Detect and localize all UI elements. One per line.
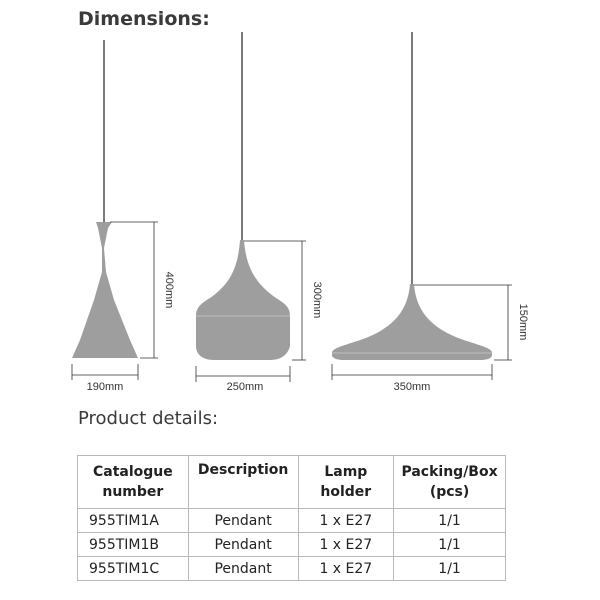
lamp-1-drawing: 400mm 190mm [71,40,175,393]
lamp-3-width-label: 350mm [394,381,431,393]
column-header-line: Lamp [324,464,368,480]
catalogue-cell: 955TIM1C [77,556,189,581]
packing-cell: 1/1 [393,532,506,557]
dimensions-heading: Dimensions: [78,8,210,30]
column-header-line: holder [320,484,372,500]
product-details-heading: Product details: [78,408,219,429]
description-cell: Pendant [187,556,299,581]
lamp-holder-cell: 1 x E27 [297,508,395,533]
column-header-line: Packing/Box [401,464,498,480]
lamp-2-shade [196,240,290,360]
table-row: 955TIM1C Pendant 1 x E27 1/1 [77,556,506,581]
column-header-line: Description [197,462,289,478]
description-cell: Pendant [187,508,299,533]
product-details-table: Catalogue number Description Lamp holder… [77,455,506,581]
table-header-row: Catalogue number Description Lamp holder… [77,455,506,509]
lamp-holder-cell: 1 x E27 [297,556,395,581]
column-header-line: number [102,484,164,500]
lamp-2-height-label: 300mm [311,282,323,319]
lamp-dimension-drawing: 400mm 190mm 300mm 250mm 150mm [71,32,529,393]
lamp-2-width-label: 250mm [227,381,264,393]
lamp-holder-cell: 1 x E27 [297,532,395,557]
lamp-2-drawing: 300mm 250mm [195,32,323,393]
lamp-3-drawing: 150mm 350mm [331,32,529,393]
column-header-lamp-holder: Lamp holder [297,455,395,509]
lamp-3-shade [332,284,492,360]
lamp-1-height-label: 400mm [163,272,175,309]
packing-cell: 1/1 [393,508,506,533]
description-cell: Pendant [187,532,299,557]
column-header-line: Catalogue [92,464,173,480]
column-header-packing: Packing/Box (pcs) [393,455,506,509]
table-row: 955TIM1B Pendant 1 x E27 1/1 [77,532,506,557]
lamp-1-width-label: 190mm [87,381,124,393]
column-header-catalogue: Catalogue number [77,455,189,509]
packing-cell: 1/1 [393,556,506,581]
column-header-line: (pcs) [429,484,470,500]
catalogue-cell: 955TIM1B [77,532,189,557]
lamp-3-height-label: 150mm [517,304,529,341]
table-row: 955TIM1A Pendant 1 x E27 1/1 [77,508,506,533]
column-header-description: Description [187,455,299,509]
lamp-1-shade [72,222,138,358]
catalogue-cell: 955TIM1A [77,508,189,533]
